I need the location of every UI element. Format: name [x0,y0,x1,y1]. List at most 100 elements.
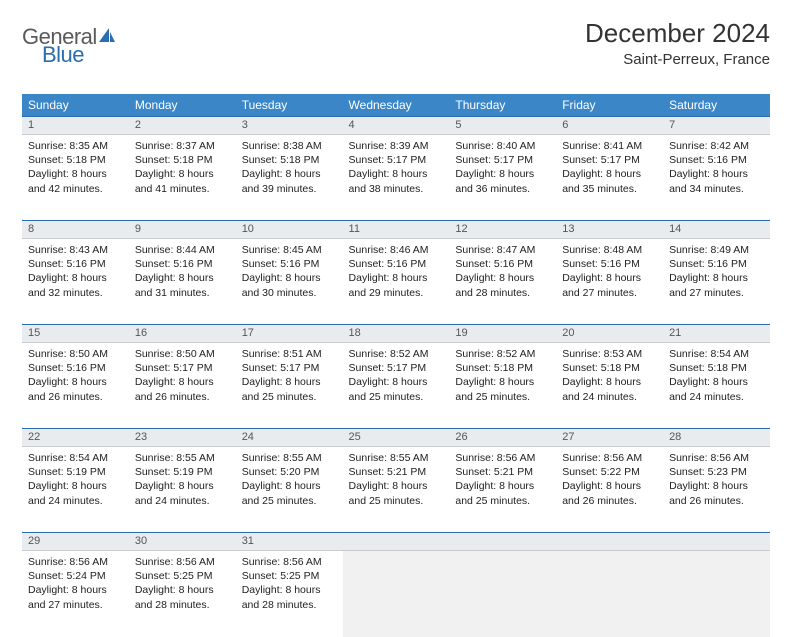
header: General December 2024 Saint-Perreux, Fra… [22,18,770,68]
day-cell-content: Sunrise: 8:55 AMSunset: 5:19 PMDaylight:… [129,447,236,514]
daylight-line: Daylight: 8 hours and 27 minutes. [669,271,764,299]
sunrise-line: Sunrise: 8:51 AM [242,347,337,361]
day-number-row: 15161718192021 [22,325,770,343]
day-cell: Sunrise: 8:52 AMSunset: 5:17 PMDaylight:… [343,343,450,429]
sunset-line: Sunset: 5:21 PM [349,465,444,479]
day-number: 8 [22,221,129,239]
day-number: 17 [236,325,343,343]
daylight-line: Daylight: 8 hours and 26 minutes. [562,479,657,507]
weekday-header: Tuesday [236,94,343,117]
day-number: 10 [236,221,343,239]
day-cell-content: Sunrise: 8:41 AMSunset: 5:17 PMDaylight:… [556,135,663,202]
day-cell-content: Sunrise: 8:51 AMSunset: 5:17 PMDaylight:… [236,343,343,410]
daylight-line: Daylight: 8 hours and 24 minutes. [135,479,230,507]
day-number: 27 [556,429,663,447]
empty-cell [556,551,663,637]
sunset-line: Sunset: 5:16 PM [28,361,123,375]
day-number [556,533,663,551]
sunrise-line: Sunrise: 8:56 AM [242,555,337,569]
day-cell: Sunrise: 8:48 AMSunset: 5:16 PMDaylight:… [556,239,663,325]
daylight-line: Daylight: 8 hours and 39 minutes. [242,167,337,195]
day-number: 31 [236,533,343,551]
sunrise-line: Sunrise: 8:37 AM [135,139,230,153]
sunrise-line: Sunrise: 8:54 AM [28,451,123,465]
day-number: 11 [343,221,450,239]
daylight-line: Daylight: 8 hours and 24 minutes. [28,479,123,507]
day-cell-content: Sunrise: 8:49 AMSunset: 5:16 PMDaylight:… [663,239,770,306]
logo-blue-wrap: Blue [42,42,84,68]
sunrise-line: Sunrise: 8:48 AM [562,243,657,257]
day-cell-content: Sunrise: 8:50 AMSunset: 5:16 PMDaylight:… [22,343,129,410]
day-cell: Sunrise: 8:44 AMSunset: 5:16 PMDaylight:… [129,239,236,325]
daylight-line: Daylight: 8 hours and 28 minutes. [242,583,337,611]
day-number: 3 [236,117,343,135]
day-cell-content: Sunrise: 8:43 AMSunset: 5:16 PMDaylight:… [22,239,129,306]
day-number: 16 [129,325,236,343]
day-cell-content: Sunrise: 8:38 AMSunset: 5:18 PMDaylight:… [236,135,343,202]
day-cell-content: Sunrise: 8:39 AMSunset: 5:17 PMDaylight:… [343,135,450,202]
sunrise-line: Sunrise: 8:43 AM [28,243,123,257]
day-cell: Sunrise: 8:52 AMSunset: 5:18 PMDaylight:… [449,343,556,429]
sunrise-line: Sunrise: 8:55 AM [242,451,337,465]
sunset-line: Sunset: 5:17 PM [349,361,444,375]
day-cell: Sunrise: 8:46 AMSunset: 5:16 PMDaylight:… [343,239,450,325]
sunset-line: Sunset: 5:16 PM [669,153,764,167]
sunrise-line: Sunrise: 8:42 AM [669,139,764,153]
day-cell: Sunrise: 8:39 AMSunset: 5:17 PMDaylight:… [343,135,450,221]
day-number: 28 [663,429,770,447]
sunrise-line: Sunrise: 8:56 AM [135,555,230,569]
day-cell: Sunrise: 8:35 AMSunset: 5:18 PMDaylight:… [22,135,129,221]
weekday-header: Wednesday [343,94,450,117]
sunrise-line: Sunrise: 8:49 AM [669,243,764,257]
sunset-line: Sunset: 5:16 PM [562,257,657,271]
sunset-line: Sunset: 5:16 PM [349,257,444,271]
day-cell-content: Sunrise: 8:56 AMSunset: 5:23 PMDaylight:… [663,447,770,514]
day-number-row: 1234567 [22,117,770,135]
sunset-line: Sunset: 5:18 PM [669,361,764,375]
day-cell: Sunrise: 8:55 AMSunset: 5:20 PMDaylight:… [236,447,343,533]
day-body-row: Sunrise: 8:54 AMSunset: 5:19 PMDaylight:… [22,447,770,533]
day-cell: Sunrise: 8:56 AMSunset: 5:21 PMDaylight:… [449,447,556,533]
daylight-line: Daylight: 8 hours and 27 minutes. [562,271,657,299]
day-cell-content: Sunrise: 8:56 AMSunset: 5:25 PMDaylight:… [236,551,343,618]
sunrise-line: Sunrise: 8:50 AM [28,347,123,361]
day-number: 14 [663,221,770,239]
day-cell-content: Sunrise: 8:44 AMSunset: 5:16 PMDaylight:… [129,239,236,306]
day-cell-content: Sunrise: 8:37 AMSunset: 5:18 PMDaylight:… [129,135,236,202]
sunset-line: Sunset: 5:18 PM [455,361,550,375]
day-cell: Sunrise: 8:55 AMSunset: 5:21 PMDaylight:… [343,447,450,533]
sunrise-line: Sunrise: 8:55 AM [135,451,230,465]
day-number: 15 [22,325,129,343]
day-cell: Sunrise: 8:50 AMSunset: 5:17 PMDaylight:… [129,343,236,429]
logo-text-blue: Blue [42,42,84,67]
day-cell: Sunrise: 8:56 AMSunset: 5:22 PMDaylight:… [556,447,663,533]
daylight-line: Daylight: 8 hours and 38 minutes. [349,167,444,195]
sunrise-line: Sunrise: 8:56 AM [28,555,123,569]
sunrise-line: Sunrise: 8:53 AM [562,347,657,361]
day-number: 24 [236,429,343,447]
day-cell: Sunrise: 8:38 AMSunset: 5:18 PMDaylight:… [236,135,343,221]
sunset-line: Sunset: 5:16 PM [28,257,123,271]
daylight-line: Daylight: 8 hours and 35 minutes. [562,167,657,195]
calendar-body: 1234567Sunrise: 8:35 AMSunset: 5:18 PMDa… [22,117,770,637]
day-cell-content: Sunrise: 8:54 AMSunset: 5:18 PMDaylight:… [663,343,770,410]
day-cell-content: Sunrise: 8:45 AMSunset: 5:16 PMDaylight:… [236,239,343,306]
sunrise-line: Sunrise: 8:44 AM [135,243,230,257]
daylight-line: Daylight: 8 hours and 28 minutes. [455,271,550,299]
day-number: 23 [129,429,236,447]
day-number: 21 [663,325,770,343]
weekday-header: Thursday [449,94,556,117]
day-number [343,533,450,551]
day-cell-content: Sunrise: 8:46 AMSunset: 5:16 PMDaylight:… [343,239,450,306]
sunrise-line: Sunrise: 8:39 AM [349,139,444,153]
title-block: December 2024 Saint-Perreux, France [585,18,770,68]
day-cell-content: Sunrise: 8:56 AMSunset: 5:24 PMDaylight:… [22,551,129,618]
day-cell-content: Sunrise: 8:52 AMSunset: 5:17 PMDaylight:… [343,343,450,410]
daylight-line: Daylight: 8 hours and 25 minutes. [349,375,444,403]
sunrise-line: Sunrise: 8:50 AM [135,347,230,361]
daylight-line: Daylight: 8 hours and 30 minutes. [242,271,337,299]
sunrise-line: Sunrise: 8:46 AM [349,243,444,257]
daylight-line: Daylight: 8 hours and 25 minutes. [455,479,550,507]
sunrise-line: Sunrise: 8:55 AM [349,451,444,465]
sunset-line: Sunset: 5:22 PM [562,465,657,479]
